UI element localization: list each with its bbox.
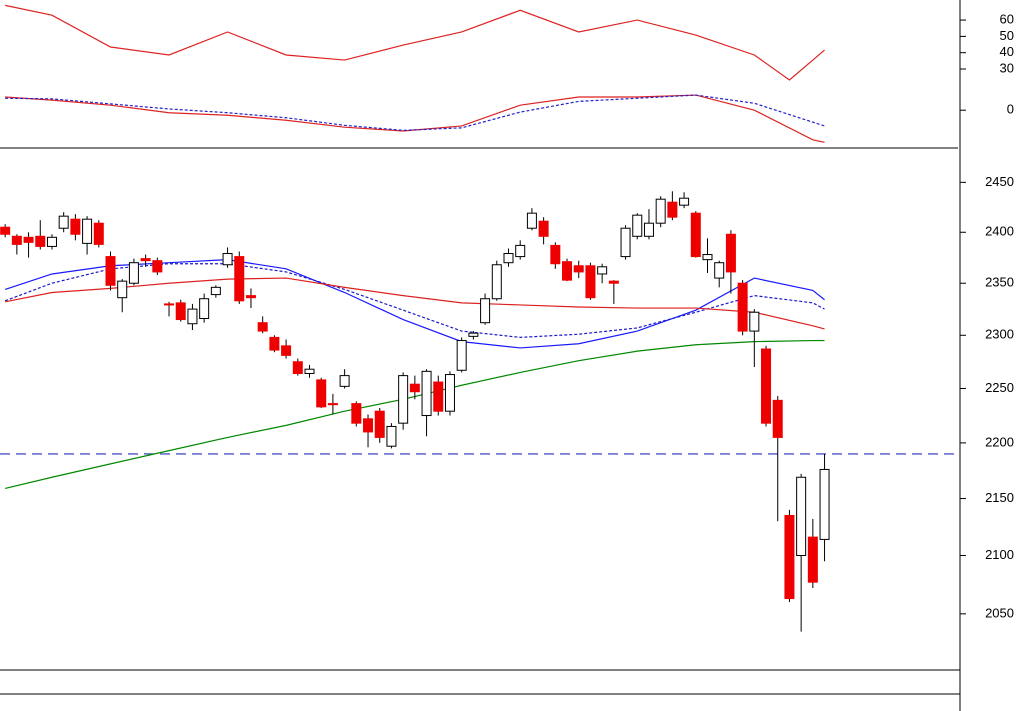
indicator-line: [4, 259, 825, 349]
candle-body: [585, 265, 596, 299]
y-tick-label: 40: [1000, 44, 1014, 59]
candle-body: [58, 215, 69, 229]
candle-body: [597, 266, 608, 275]
candle-body: [199, 298, 210, 320]
y-tick-label: 2100: [985, 547, 1014, 562]
candle-body: [374, 410, 385, 438]
candle-body: [749, 311, 760, 332]
candle-body: [70, 218, 81, 235]
y-tick-label: 2200: [985, 434, 1014, 449]
candle-body: [573, 265, 584, 273]
candle-body: [725, 233, 736, 273]
candle-body: [351, 403, 362, 424]
candle-body: [456, 340, 467, 371]
candle-body: [667, 201, 678, 218]
candle-body: [608, 280, 619, 284]
candle-body: [702, 254, 713, 261]
candle-body: [292, 361, 303, 374]
candle-body: [562, 261, 573, 281]
candle-body: [304, 368, 315, 374]
candle-body: [655, 198, 666, 224]
candle-body: [0, 226, 11, 235]
candle-body: [796, 476, 807, 557]
candle-body: [480, 298, 491, 324]
candle-body: [269, 336, 280, 351]
candle-body: [503, 253, 514, 264]
candle-body: [784, 514, 795, 600]
y-tick-label: 50: [1000, 28, 1014, 43]
candle-body: [421, 370, 432, 417]
y-tick-label: 2250: [985, 380, 1014, 395]
y-tick-label: 30: [1000, 60, 1014, 75]
candle-body: [807, 536, 818, 583]
candle-body: [327, 403, 338, 406]
candle-body: [257, 322, 268, 332]
candle-body: [281, 345, 292, 356]
candle-body: [222, 253, 233, 266]
candle-body: [93, 222, 104, 245]
candle-body: [398, 375, 409, 424]
y-tick-label: 2350: [985, 275, 1014, 290]
candle-body: [117, 280, 128, 299]
candle-body: [632, 214, 643, 237]
candle-body: [105, 256, 116, 286]
indicator-line: [5, 94, 825, 143]
indicator-line: [4, 263, 825, 338]
candle-body: [128, 262, 139, 284]
candle-body: [175, 302, 186, 321]
candle-body: [491, 264, 502, 300]
candle-body: [714, 262, 725, 279]
candle-body: [316, 379, 327, 408]
y-tick-label: 2050: [985, 605, 1014, 620]
candle-body: [515, 244, 526, 258]
candle-body: [245, 295, 256, 299]
candle-body: [737, 282, 748, 332]
candle-body: [11, 235, 22, 245]
candle-body: [234, 256, 245, 302]
candle-body: [620, 227, 631, 258]
candle-body: [187, 308, 198, 325]
candle-body: [164, 303, 175, 306]
candle-body: [761, 348, 772, 424]
candle-body: [538, 220, 549, 237]
candle-body: [433, 381, 444, 412]
candle-body: [363, 418, 374, 433]
plot-area: [0, 4, 958, 632]
candle-body: [819, 468, 830, 540]
candle-body: [210, 286, 221, 296]
candle-body: [550, 244, 561, 265]
candle-body: [339, 375, 350, 387]
candle-body: [386, 425, 397, 447]
candle-body: [152, 260, 163, 273]
candle-body: [82, 218, 93, 244]
candle-body: [444, 374, 455, 412]
candle-body: [46, 236, 57, 247]
candle-body: [23, 236, 34, 243]
indicator-line: [5, 4, 825, 81]
candle-body: [140, 258, 151, 262]
candle-body: [526, 212, 537, 229]
candle-body: [690, 212, 701, 258]
y-tick-label: 0: [1007, 102, 1014, 117]
indicator-line: [5, 339, 825, 490]
indicator-line: [5, 277, 825, 330]
y-tick-label: 2150: [985, 490, 1014, 505]
y-tick-label: 2300: [985, 327, 1014, 342]
y-tick-label: 2400: [985, 224, 1014, 239]
candle-body: [643, 222, 654, 237]
candle-body: [468, 332, 479, 337]
candle-body: [772, 399, 783, 438]
candle-body: [35, 235, 46, 247]
y-tick-label: 2450: [985, 174, 1014, 189]
candle-body: [679, 197, 690, 206]
candle-body: [409, 383, 420, 393]
y-tick-label: 60: [1000, 12, 1014, 27]
indicator-line: [5, 94, 825, 131]
